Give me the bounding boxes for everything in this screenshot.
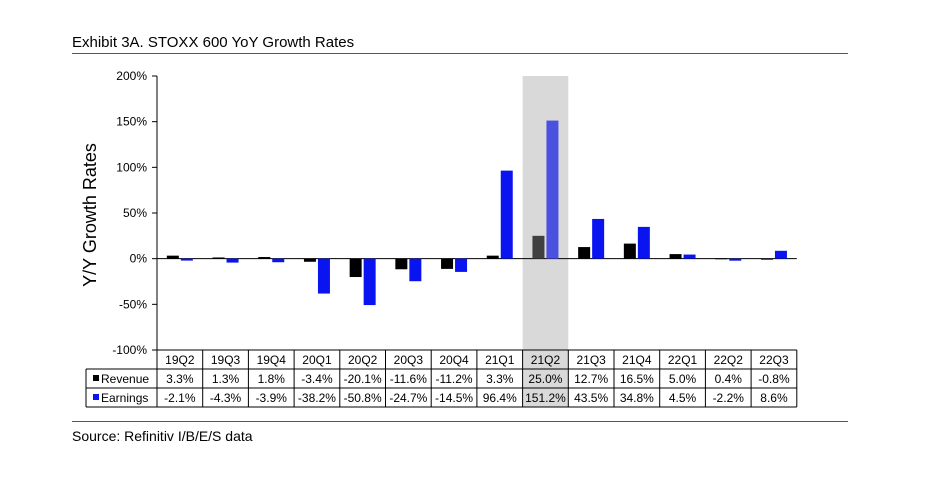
revenue-data-label: 0.4%	[715, 372, 743, 386]
revenue-bar	[623, 243, 636, 259]
x-tick-label: 19Q4	[257, 353, 287, 367]
earnings-data-label: -3.9%	[256, 391, 288, 405]
source-note: Source: Refinitiv I/B/E/S data	[72, 428, 253, 444]
earnings-bar	[180, 258, 193, 261]
x-tick-label: 21Q2	[531, 353, 561, 367]
earnings-legend-swatch	[93, 394, 99, 400]
plot-area: 200% 150% 100% 50% 0% -50% -100% Y/Y Growth Rat…	[80, 69, 797, 357]
revenue-data-label: -0.8%	[758, 372, 790, 386]
y-axis-label: Y/Y Growth Rates	[80, 143, 100, 287]
earnings-bar	[455, 258, 468, 272]
earnings-bar	[729, 258, 742, 261]
revenue-bar	[669, 254, 682, 259]
chart-title: Exhibit 3A. STOXX 600 YoY Growth Rates	[72, 34, 355, 51]
earnings-bar	[409, 258, 422, 282]
x-tick-label: 19Q3	[211, 353, 241, 367]
earnings-bar	[317, 258, 330, 294]
earnings-data-label: -38.2%	[298, 391, 336, 405]
revenue-data-label: 3.3%	[486, 372, 514, 386]
revenue-bar	[578, 247, 591, 259]
earnings-bar	[500, 170, 513, 259]
revenue-data-label: 5.0%	[669, 372, 697, 386]
earnings-data-label: -2.1%	[164, 391, 196, 405]
revenue-data-label: 1.8%	[258, 372, 286, 386]
earnings-bar	[272, 258, 285, 263]
revenue-bar	[303, 258, 316, 262]
y-tick-label: -100%	[112, 343, 147, 357]
revenue-legend-swatch	[93, 375, 99, 381]
y-tick-label: 100%	[116, 160, 147, 174]
y-tick-label: 50%	[123, 206, 147, 220]
y-tick-label: -50%	[119, 297, 147, 311]
revenue-bar	[166, 255, 179, 259]
revenue-bar	[486, 255, 499, 259]
earnings-data-label: -2.2%	[713, 391, 745, 405]
earnings-data-label: 96.4%	[483, 391, 517, 405]
x-tick-label: 20Q3	[394, 353, 424, 367]
revenue-data-label: -11.6%	[390, 372, 427, 386]
y-tick-label: 0%	[130, 252, 148, 266]
earnings-bar	[683, 254, 696, 259]
revenue-bar	[395, 258, 408, 270]
earnings-bar	[592, 218, 605, 259]
earnings-bar	[226, 258, 239, 263]
x-tick-label: 21Q3	[576, 353, 606, 367]
revenue-bar	[212, 257, 225, 259]
data-table: 19Q2 19Q3 19Q4 20Q1 20Q2 20Q3 20Q4 21Q1 21Q2 21Q3…	[85, 349, 798, 408]
x-tick-label: 22Q3	[759, 353, 789, 367]
earnings-bar	[774, 250, 787, 259]
highlight-band-table	[522, 350, 569, 407]
earnings-data-label: 43.5%	[574, 391, 608, 405]
x-tick-label: 21Q1	[485, 353, 515, 367]
revenue-bar	[532, 235, 545, 259]
earnings-data-label: 4.5%	[669, 391, 697, 405]
earnings-data-label: -24.7%	[389, 391, 427, 405]
revenue-data-label: -11.2%	[435, 372, 472, 386]
revenue-bar	[441, 258, 454, 269]
earnings-data-label: -50.8%	[344, 391, 382, 405]
y-tick-label: 150%	[116, 115, 147, 129]
x-tick-label: 20Q1	[302, 353, 332, 367]
revenue-data-label: -20.1%	[344, 372, 382, 386]
x-tick-label: 22Q2	[714, 353, 744, 367]
earnings-data-label: 8.6%	[760, 391, 788, 405]
revenue-bar	[715, 258, 728, 260]
revenue-data-label: 1.3%	[212, 372, 240, 386]
revenue-data-label: 25.0%	[528, 372, 562, 386]
title-divider	[72, 53, 848, 54]
earnings-bar	[363, 258, 376, 306]
y-tick-label: 200%	[116, 69, 147, 83]
x-tick-label: 19Q2	[165, 353, 195, 367]
x-tick-label: 20Q2	[348, 353, 378, 367]
earnings-data-label: 151.2%	[525, 391, 566, 405]
x-tick-label: 22Q1	[668, 353, 698, 367]
revenue-data-label: -3.4%	[301, 372, 333, 386]
earnings-legend-label: Earnings	[101, 391, 148, 405]
footer-divider	[72, 421, 848, 422]
earnings-bar	[546, 120, 559, 259]
revenue-bar	[349, 258, 362, 278]
x-tick-label: 20Q4	[439, 353, 469, 367]
revenue-data-label: 3.3%	[166, 372, 194, 386]
revenue-data-label: 12.7%	[574, 372, 608, 386]
earnings-data-label: 34.8%	[620, 391, 654, 405]
highlight-band	[522, 76, 569, 350]
earnings-bar	[637, 226, 650, 259]
x-tick-label: 21Q4	[622, 353, 652, 367]
revenue-legend-label: Revenue	[101, 372, 149, 386]
earnings-data-label: -14.5%	[435, 391, 473, 405]
earnings-data-label: -4.3%	[210, 391, 242, 405]
revenue-bar	[258, 257, 271, 259]
revenue-data-label: 16.5%	[620, 372, 654, 386]
revenue-bar	[760, 258, 773, 260]
